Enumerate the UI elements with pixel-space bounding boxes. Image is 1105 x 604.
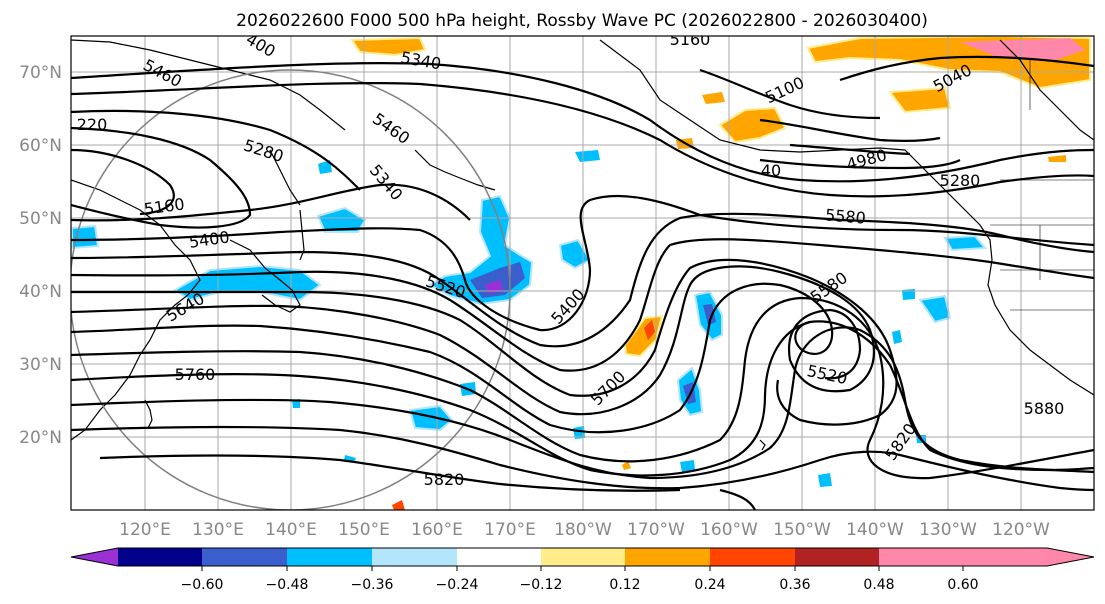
contour-label: 5760 [175,365,216,384]
colorbar-tick-label: −0.36 [351,577,394,593]
longitude-axis: 120°E 130°E 140°E 150°E 160°E 170°E 180°… [119,520,1050,540]
colorbar-ticks [201,566,964,571]
shade-patch [892,330,902,344]
contour-label: 5820 [424,470,465,489]
lat-label: 30°N [19,355,62,375]
shade-patch [408,404,454,432]
shade-patch [573,426,585,439]
lon-label: 130°W [919,520,977,540]
colorbar-segment [118,548,202,566]
positive-shading [350,36,1091,510]
lon-label: 170°E [484,520,536,540]
colorbar-outline [70,547,1095,567]
lat-label: 60°N [19,136,62,156]
colorbar-segment [372,548,457,566]
lon-label: 130°E [192,520,244,540]
colorbar-tick-label: 0.36 [779,577,810,593]
latitude-axis: 70°N 60°N 50°N 40°N 30°N 20°N [19,63,62,448]
shade-patch [350,36,427,57]
shade-patch [392,500,405,510]
map-content: 5160 5460 400 5340 220 5460 5280 5340 51… [71,30,1094,510]
colorbar-segment [625,548,710,566]
height-contours [71,55,1094,510]
colorbar-segment [710,548,795,566]
lat-label: 70°N [19,63,62,83]
contour-labels: 5160 5460 400 5340 220 5460 5280 5340 51… [77,30,1065,489]
contour-label: 5160 [670,30,711,49]
lon-label: 160°E [411,520,463,540]
contour-label: 5880 [1024,399,1065,418]
shade-patch [622,461,631,470]
coastlines [71,39,1094,451]
colorbar-tick-label: 0.24 [694,577,725,593]
figure-title: 2026022600 F000 500 hPa height, Rossby W… [236,11,928,31]
colorbar-extend-low [71,548,118,566]
lon-label: 150°E [338,520,390,540]
shade-patch [470,262,525,298]
shade-patch [703,304,716,325]
colorbar: −0.60 −0.48 −0.36 −0.24 −0.12 0.12 0.24 … [70,547,1095,593]
contour-label: 40 [761,161,781,180]
lon-label: 180°W [554,520,612,540]
colorbar-segment [202,548,287,566]
shade-patch [575,150,600,162]
great-circle [71,69,511,510]
colorbar-tick-label: 0.60 [947,577,978,593]
colorbar-tick-label: 0.48 [863,577,894,593]
colorbar-segment [541,548,625,566]
lat-label: 50°N [19,209,62,229]
lon-label: 120°W [992,520,1050,540]
shade-patch [1048,155,1066,162]
shade-patch [680,460,695,472]
colorbar-tick-label: −0.48 [266,577,309,593]
shade-patch [888,86,952,114]
shade-patch [943,234,988,252]
shade-patch [702,92,725,104]
lon-label: 140°E [265,520,317,540]
lon-label: 160°W [700,520,758,540]
colorbar-tick-label: −0.12 [520,577,563,593]
colorbar-tick-label: −0.24 [436,577,479,593]
shade-patch [718,106,787,144]
colorbar-tick-label: −0.60 [181,577,224,593]
lon-label: 170°W [627,520,685,540]
colorbar-tick-label: 0.12 [609,577,640,593]
lat-label: 40°N [19,282,62,302]
colorbar-segment [879,548,963,566]
colorbar-segment [287,548,372,566]
colorbar-segment [795,548,879,566]
map-frame [70,35,1095,511]
contour-label: 5580 [824,205,866,227]
shade-patch [918,294,952,324]
shade-patch [960,38,1085,62]
lat-label: 20°N [19,428,62,448]
contour-label: 220 [77,115,108,134]
lon-label: 120°E [119,520,171,540]
shade-patch [644,320,655,340]
lon-label: 150°W [773,520,831,540]
contour-label: 5280 [940,171,981,190]
colorbar-extend-high [963,548,1094,566]
shade-patch [318,160,332,174]
shade-patch [902,289,915,300]
shade-patch [818,473,832,487]
colorbar-segment [457,548,541,566]
lon-label: 140°W [846,520,904,540]
